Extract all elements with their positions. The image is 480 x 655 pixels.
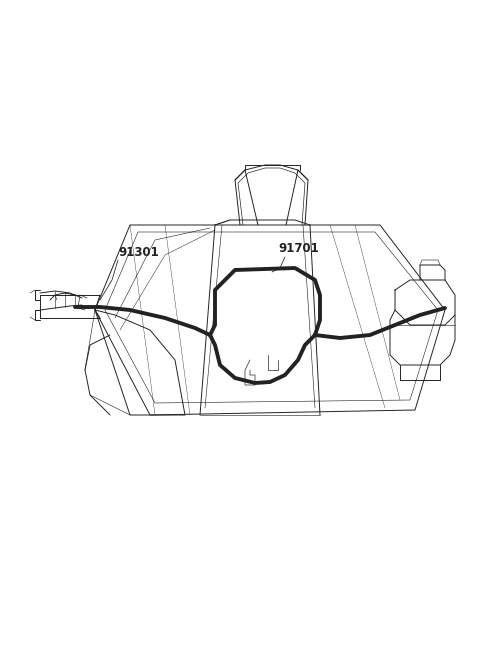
Text: 91701: 91701 — [278, 242, 319, 255]
Text: 91301: 91301 — [118, 246, 159, 259]
